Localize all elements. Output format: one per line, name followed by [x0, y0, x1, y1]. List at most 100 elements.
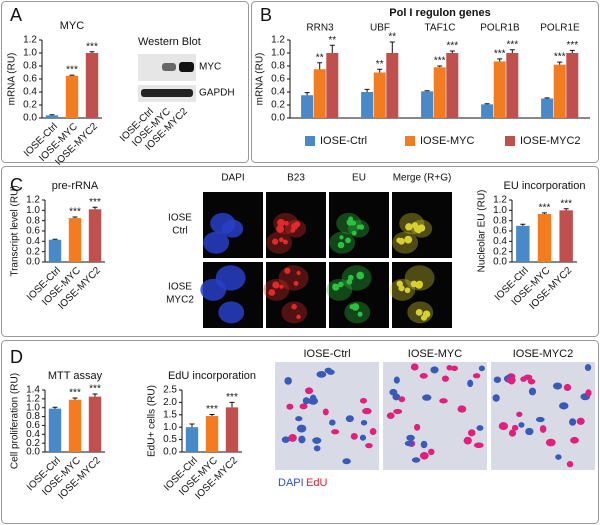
nucleolus	[357, 311, 363, 317]
nucleus	[341, 265, 372, 291]
bar	[361, 92, 374, 118]
error-bar	[89, 51, 95, 53]
y-tick-label: 0.6	[26, 226, 40, 237]
annotation: ***	[226, 392, 238, 403]
nucleolus	[284, 220, 289, 226]
category-label: UBF	[370, 23, 390, 34]
micrograph	[266, 262, 326, 328]
nucleolus	[296, 314, 301, 320]
bar	[45, 115, 59, 118]
panel-border	[251, 1, 599, 163]
nucleus	[498, 422, 509, 431]
nucleolus	[358, 224, 365, 230]
nucleus	[410, 363, 419, 371]
nucleus	[210, 212, 236, 235]
y-tick-label: 0.2	[23, 100, 37, 111]
annotation: ***	[434, 56, 446, 67]
nucleus	[389, 388, 398, 396]
nucleus	[413, 423, 421, 431]
nucleus	[527, 378, 536, 385]
nucleus	[506, 376, 516, 384]
bar	[65, 75, 79, 118]
annotation: ***	[554, 52, 566, 63]
chart-title: MTT assay	[48, 370, 103, 382]
panel-border	[1, 1, 249, 163]
bar	[386, 53, 399, 118]
y-tick-label: 1.2	[26, 393, 40, 404]
y-axis-label: Cell proliferation (RU)	[10, 373, 21, 469]
nucleus	[559, 402, 569, 410]
nucleolus	[277, 218, 285, 227]
error-bar	[209, 414, 215, 417]
nucleus	[360, 397, 367, 404]
y-tick-label: 1.2	[26, 195, 40, 206]
y-tick-label: 0.6	[271, 74, 285, 85]
nucleus	[203, 231, 230, 254]
nucleus	[518, 422, 525, 428]
annotation: ***	[89, 197, 101, 208]
error-bar	[52, 406, 58, 409]
nucleolus	[268, 289, 276, 296]
bar	[446, 53, 459, 118]
y-tick-label: 1.5	[163, 409, 177, 420]
bar	[68, 218, 82, 262]
bar	[553, 64, 566, 118]
nucleolus	[296, 270, 301, 276]
error-bar	[92, 393, 98, 397]
nucleolus	[405, 223, 413, 231]
bar	[541, 98, 554, 118]
nucleus	[535, 416, 545, 423]
y-axis-label: Transcript level (RU)	[10, 185, 21, 276]
nucleus	[329, 419, 336, 426]
nucleus	[566, 460, 574, 468]
nucleolus	[398, 285, 405, 292]
y-tick-label: 0.4	[271, 87, 285, 98]
image-title: IOSE-Ctrl	[303, 348, 350, 360]
category-label: POLR1E	[540, 23, 580, 34]
y-axis-label: Nucleolar EU (RU)	[477, 190, 488, 273]
nucleolus	[294, 221, 301, 228]
error-bar	[329, 44, 335, 53]
blot-band-label: GAPDH	[199, 88, 235, 99]
nucleus	[411, 457, 421, 463]
error-bar	[484, 103, 490, 105]
y-tick-label: 2.0	[163, 397, 177, 408]
error-bar	[563, 208, 569, 211]
nucleus	[563, 383, 572, 392]
nucleus	[218, 301, 245, 324]
error-bar	[189, 423, 195, 428]
annotation: ***	[69, 388, 81, 399]
nucleus	[286, 403, 294, 410]
nucleus	[331, 429, 340, 435]
nucleus	[215, 265, 246, 291]
y-tick-label: 0.6	[493, 226, 507, 237]
error-bar	[509, 49, 515, 53]
nucleus	[393, 408, 403, 415]
y-tick-label: 0.0	[271, 113, 285, 124]
nucleus	[422, 394, 432, 401]
nucleus	[326, 369, 335, 375]
bar	[516, 225, 530, 262]
annotation: ***	[446, 41, 458, 52]
axis	[181, 390, 242, 453]
nucleus	[585, 389, 592, 397]
nucleus	[316, 371, 327, 378]
nucleus	[313, 445, 321, 452]
y-tick-label: 0.6	[23, 74, 37, 85]
nucleus	[419, 451, 429, 460]
blot-band	[141, 89, 193, 97]
annotation: ***	[539, 203, 551, 214]
y-tick-label: 0.8	[493, 215, 507, 226]
nucleus	[430, 366, 439, 374]
error-bar	[542, 212, 547, 214]
bar	[68, 399, 82, 452]
nucleolus	[351, 230, 357, 236]
annotation: **	[316, 52, 324, 63]
y-tick-label: 0.2	[26, 246, 40, 257]
nucleus	[406, 434, 415, 441]
nucleolus	[415, 308, 423, 316]
column-label: B23	[287, 173, 305, 184]
nucleus	[516, 411, 523, 418]
nucleus	[398, 396, 406, 403]
y-axis-label: mRNA (RU)	[7, 53, 18, 106]
